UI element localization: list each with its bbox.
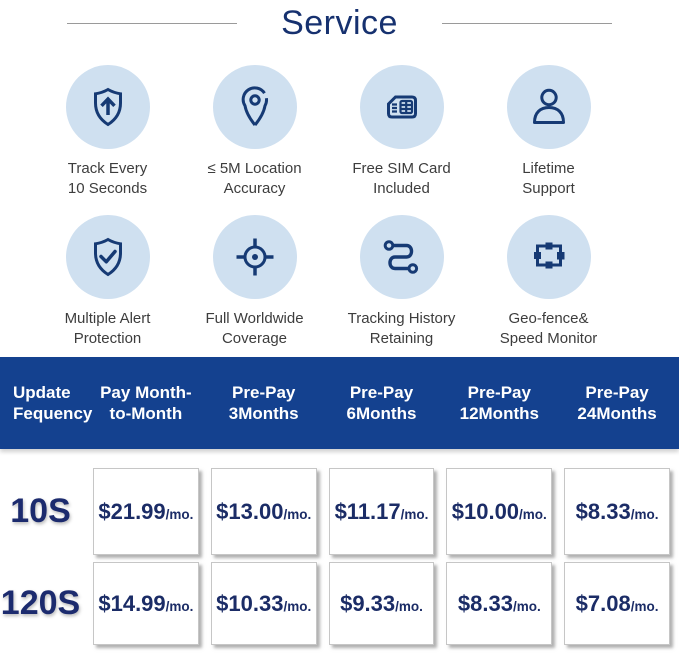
- feature-label-line1: Tracking History: [347, 310, 456, 327]
- location-pin-icon: [212, 65, 297, 149]
- price-amount: $11.17: [334, 498, 401, 524]
- header-col-line2: 24Months: [577, 404, 657, 423]
- header-update-frequency-line1: Update: [13, 383, 71, 402]
- price-amount: $13.00: [216, 498, 284, 524]
- crosshair-icon: [212, 215, 297, 299]
- price-unit: /mo.: [400, 506, 429, 522]
- feature-label-line1: Full Worldwide: [205, 310, 304, 327]
- shield-arrow-icon: [65, 65, 150, 149]
- header-col-prepay-6months: Pre-Pay 6Months: [329, 382, 435, 424]
- header-col-line2: to-Month: [109, 404, 183, 423]
- header-col-pay-month-to-month: Pay Month- to-Month: [93, 382, 199, 424]
- feature-lifetime-support: Lifetime Support: [475, 65, 622, 199]
- header-update-frequency-line2: Fequency: [13, 404, 93, 423]
- header-col-line1: Pay Month-: [100, 383, 192, 402]
- shield-check-icon: [65, 215, 150, 299]
- sim-card-icon: [359, 65, 444, 149]
- page-title: Service: [281, 3, 398, 42]
- price-card: $7.08/mo.: [564, 562, 670, 645]
- price-card: $11.17/mo.: [328, 468, 435, 555]
- header-col-prepay-24months: Pre-Pay 24Months: [564, 382, 670, 424]
- price-card: $8.33/mo.: [564, 468, 670, 555]
- feature-label-line2: 10 Seconds: [67, 180, 148, 197]
- price-amount: $10.33: [216, 590, 284, 616]
- price-card: $8.33/mo.: [446, 562, 553, 645]
- feature-track-every: Track Every 10 Seconds: [34, 65, 181, 199]
- price-unit: /mo.: [395, 598, 423, 614]
- price-unit: /mo.: [165, 506, 194, 522]
- price-unit: /mo.: [165, 598, 194, 614]
- price-amount: $7.08: [575, 590, 631, 616]
- price-card: $10.00/mo.: [446, 468, 553, 555]
- header-col-line2: 12Months: [459, 404, 539, 423]
- feature-geofence: Geo-fence& Speed Monitor: [475, 215, 622, 349]
- feature-label-line2: Accuracy: [223, 180, 286, 197]
- feature-label-line1: Geo-fence&: [508, 310, 589, 327]
- feature-location-accuracy: ≤ 5M Location Accuracy: [181, 65, 328, 199]
- feature-tracking-history: Tracking History Retaining: [328, 215, 475, 349]
- feature-label-line1: Track Every: [67, 160, 148, 177]
- feature-free-sim: Free SIM Card Included: [328, 65, 475, 199]
- price-amount: $9.33: [340, 590, 396, 616]
- price-amount: $21.99: [98, 498, 166, 524]
- header-col-line2: 6Months: [346, 404, 417, 423]
- header-col-line1: Pre-Pay: [232, 383, 296, 402]
- feature-label-line2: Support: [522, 180, 575, 197]
- title-divider-right: [441, 22, 612, 24]
- geofence-icon: [506, 215, 591, 299]
- header-col-line1: Pre-Pay: [467, 383, 531, 402]
- feature-label-line2: Included: [373, 180, 430, 197]
- title-divider-left: [67, 22, 238, 24]
- price-card: $13.00/mo.: [210, 468, 317, 555]
- price-card: $14.99/mo.: [93, 562, 199, 645]
- feature-label: Tracking History Retaining: [348, 309, 456, 349]
- header-update-frequency: Update Fequency: [0, 382, 93, 424]
- header-col-line1: Pre-Pay: [349, 383, 414, 402]
- price-unit: /mo.: [283, 506, 312, 522]
- price-unit: /mo.: [512, 598, 541, 614]
- feature-label: Geo-fence& Speed Monitor: [500, 309, 598, 349]
- price-amount: $10.00: [451, 498, 520, 524]
- person-icon: [506, 65, 591, 149]
- feature-worldwide-coverage: Full Worldwide Coverage: [181, 215, 328, 349]
- price-unit: /mo.: [630, 598, 659, 614]
- header-col-line1: Pre-Pay: [585, 383, 649, 402]
- feature-label: Lifetime Support: [522, 159, 575, 199]
- feature-label-line1: ≤ 5M Location: [207, 160, 302, 177]
- header-col-prepay-3months: Pre-Pay 3Months: [211, 382, 317, 424]
- price-unit: /mo.: [630, 506, 659, 522]
- feature-label: Track Every 10 Seconds: [68, 159, 147, 199]
- feature-label-line2: Retaining: [369, 330, 434, 347]
- row-label-120s: 120S: [0, 584, 81, 622]
- pricing-header: Update Fequency Pay Month- to-Month Pre-…: [0, 357, 679, 449]
- price-unit: /mo.: [519, 506, 547, 522]
- price-card: $21.99/mo.: [93, 468, 199, 555]
- feature-label-line1: Free SIM Card: [352, 160, 451, 177]
- price-amount: $8.33: [457, 590, 513, 616]
- feature-label: ≤ 5M Location Accuracy: [207, 159, 301, 199]
- price-row-10s: 10S $21.99/mo. $13.00/mo. $11.17/mo. $10…: [0, 468, 679, 555]
- route-history-icon: [359, 215, 444, 299]
- feature-label: Multiple Alert Protection: [65, 309, 151, 349]
- feature-label: Full Worldwide Coverage: [205, 309, 303, 349]
- feature-label-line1: Lifetime: [522, 160, 575, 177]
- feature-label: Free SIM Card Included: [352, 159, 450, 199]
- price-row-120s: 120S $14.99/mo. $10.33/mo. $9.33/mo. $8.…: [0, 562, 679, 645]
- feature-alert-protection: Multiple Alert Protection: [34, 215, 181, 349]
- feature-label-line2: Coverage: [221, 330, 288, 347]
- price-card: $9.33/mo.: [328, 562, 435, 645]
- row-label-10s: 10S: [10, 492, 71, 530]
- features-grid: Track Every 10 Seconds ≤ 5M Location Acc…: [34, 65, 622, 349]
- feature-label-line2: Protection: [73, 330, 142, 347]
- header-col-line2: 3Months: [228, 404, 299, 423]
- title-row: Service: [0, 0, 679, 44]
- price-amount: $8.33: [575, 498, 631, 524]
- price-card: $10.33/mo.: [210, 562, 317, 645]
- feature-label-line2: Speed Monitor: [499, 330, 598, 347]
- header-col-prepay-12months: Pre-Pay 12Months: [446, 382, 552, 424]
- price-amount: $14.99: [98, 590, 166, 616]
- price-unit: /mo.: [283, 598, 312, 614]
- feature-label-line1: Multiple Alert: [64, 310, 151, 327]
